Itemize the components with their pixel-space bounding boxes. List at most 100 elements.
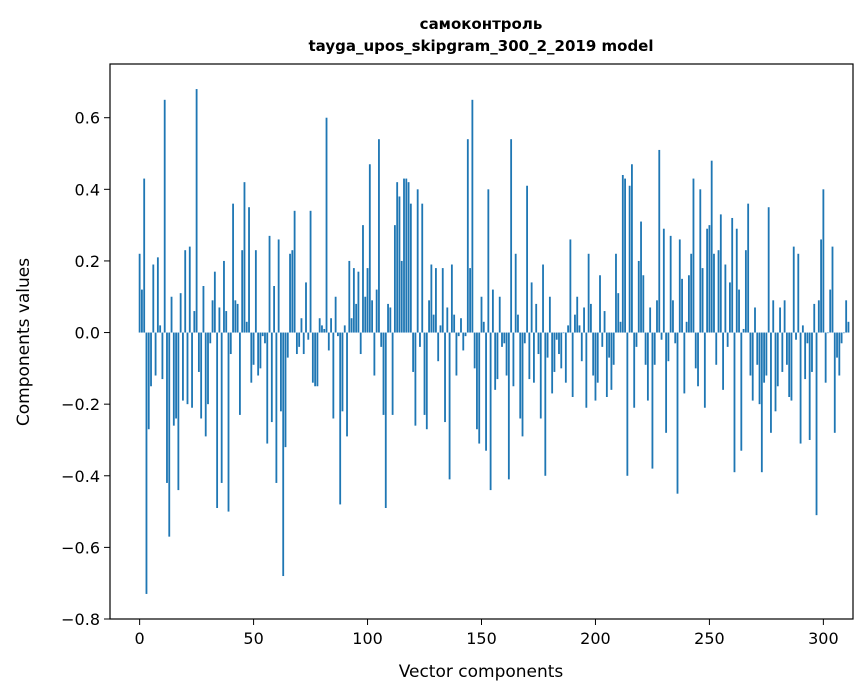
bar xyxy=(482,321,485,333)
bar xyxy=(708,225,711,333)
bar xyxy=(599,275,601,333)
bar xyxy=(430,264,433,333)
bar xyxy=(569,239,572,333)
bar xyxy=(633,332,636,408)
bar xyxy=(756,332,759,365)
bar xyxy=(758,332,761,405)
bar xyxy=(298,332,301,347)
y-tick-label: 0.0 xyxy=(75,324,100,343)
bar xyxy=(316,332,319,387)
bar xyxy=(596,332,599,383)
bar xyxy=(699,189,702,333)
bar xyxy=(583,307,585,333)
bar xyxy=(594,332,597,401)
bar xyxy=(227,332,230,512)
bar xyxy=(441,268,444,333)
bar xyxy=(790,332,793,401)
bar xyxy=(660,332,663,340)
bar xyxy=(644,332,647,365)
bar xyxy=(719,214,722,333)
bar xyxy=(295,332,298,355)
bar xyxy=(362,225,364,333)
bar xyxy=(621,175,624,333)
y-tick-label: 0.4 xyxy=(75,180,100,199)
bar xyxy=(225,311,228,333)
bar xyxy=(277,239,280,333)
bar xyxy=(558,332,560,355)
bar xyxy=(683,332,686,394)
bar xyxy=(624,178,626,333)
bar xyxy=(631,164,633,333)
bar xyxy=(754,307,756,333)
bar xyxy=(729,282,731,333)
bar xyxy=(530,282,533,333)
bar xyxy=(232,203,234,333)
bar xyxy=(435,268,437,333)
bar xyxy=(466,139,469,333)
bar xyxy=(275,332,278,483)
y-tick-label: 0.6 xyxy=(75,109,100,128)
bar xyxy=(478,332,481,444)
bar xyxy=(526,185,528,333)
bar xyxy=(605,332,608,397)
bar xyxy=(564,332,567,383)
bar xyxy=(567,325,570,333)
bar xyxy=(177,332,180,491)
bar xyxy=(156,257,159,333)
bar xyxy=(514,253,517,333)
x-tick-label: 0 xyxy=(135,629,145,648)
y-tick-label: −0.6 xyxy=(61,538,100,557)
bar xyxy=(332,332,335,419)
bar xyxy=(833,332,836,433)
bar xyxy=(669,235,672,333)
bar xyxy=(188,246,191,333)
bar xyxy=(811,332,813,372)
y-tick-label: −0.4 xyxy=(61,467,100,486)
bar xyxy=(640,221,642,333)
bar xyxy=(701,268,704,333)
bar xyxy=(656,300,658,333)
bar xyxy=(847,321,850,333)
bar xyxy=(339,332,342,505)
x-tick-label: 100 xyxy=(352,629,383,648)
bar xyxy=(453,314,456,333)
bar xyxy=(653,332,656,365)
bar xyxy=(519,332,522,419)
bar xyxy=(717,250,720,333)
bar xyxy=(236,303,239,333)
bar xyxy=(560,332,563,369)
bar xyxy=(254,250,257,333)
y-tick-label: −0.8 xyxy=(61,610,100,629)
bar xyxy=(797,253,800,333)
bar xyxy=(678,239,681,333)
bar xyxy=(300,318,303,333)
bar xyxy=(799,332,802,444)
bar xyxy=(302,332,305,355)
bar xyxy=(273,286,276,333)
bar xyxy=(428,300,430,333)
bar xyxy=(555,332,558,340)
bar xyxy=(355,303,358,333)
bar xyxy=(658,149,661,333)
bar xyxy=(697,332,699,387)
bar xyxy=(770,332,772,433)
bar xyxy=(407,182,410,333)
bar xyxy=(667,332,670,362)
bar xyxy=(587,253,590,333)
bar xyxy=(744,250,747,333)
bar xyxy=(337,332,339,337)
bar xyxy=(439,325,442,333)
bar xyxy=(152,264,155,333)
bar xyxy=(503,332,506,344)
bar xyxy=(182,332,184,401)
bar xyxy=(724,264,727,333)
bar xyxy=(681,278,683,333)
bar xyxy=(822,189,825,333)
bar xyxy=(491,289,494,333)
bar xyxy=(457,332,460,337)
bar xyxy=(576,296,579,333)
bar xyxy=(384,332,387,508)
bar xyxy=(412,332,415,372)
bar xyxy=(628,185,631,333)
bar xyxy=(662,228,665,333)
